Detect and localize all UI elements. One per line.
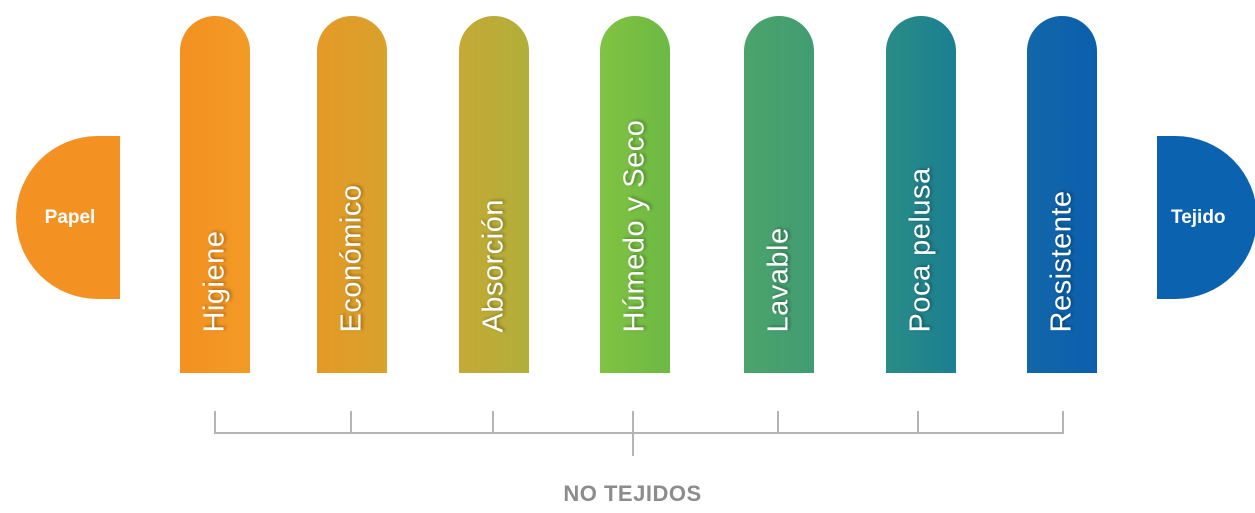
property-bar-resistente: Resistente [1027,16,1097,373]
property-bar-lavable: Lavable [744,16,814,373]
papel-label: Papel [44,206,96,228]
property-bar-higiene: Higiene [180,16,250,373]
property-bar-poca-pelusa: Poca pelusa [886,16,956,373]
property-bar-humedo-y-seco: Húmedo y Seco [600,16,670,373]
tejido-label: Tejido [1171,206,1226,228]
no-tejidos-label: NO TEJIDOS [563,481,702,506]
property-bar-economico: Económico [317,16,387,373]
property-bar-absorcion: Absorción [459,16,529,373]
